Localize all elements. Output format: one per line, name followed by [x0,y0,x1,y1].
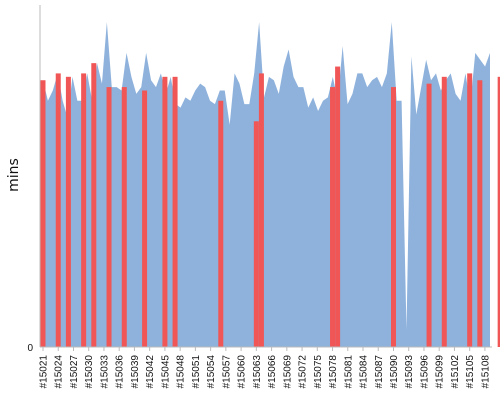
y-axis-title: mins [6,158,22,192]
x-tick-label: #15036 [115,355,126,389]
highlight-bar [330,87,336,347]
x-tick-label: #15072 [298,355,309,389]
x-tick-label: #15075 [313,355,324,389]
y-axis-ticks: 0 [27,343,33,354]
highlight-bar [142,90,148,347]
highlight-bar [253,121,259,347]
x-tick-label: #15096 [419,355,430,389]
highlight-bar [497,76,500,347]
x-tick-label: #15066 [267,355,278,389]
x-tick-label: #15087 [374,355,385,389]
x-tick-label: #15105 [465,355,476,389]
x-tick-label: #15081 [343,355,354,389]
y-tick-label: 0 [27,343,33,354]
highlight-bar [91,63,97,347]
highlight-bar [40,80,46,348]
highlight-bar [81,73,87,348]
x-tick-label: #15033 [99,355,110,389]
x-tick-label: #15060 [237,355,248,389]
highlight-bar [106,87,112,347]
x-tick-label: #15078 [328,355,339,389]
x-tick-label: #15102 [450,355,461,389]
highlight-bar [467,73,473,348]
highlight-bar [441,76,447,347]
x-tick-label: #15042 [145,355,156,389]
x-tick-label: #15084 [359,355,370,389]
x-tick-label: #15048 [176,355,187,389]
highlight-bar [55,73,61,348]
x-tick-label: #15090 [389,355,400,389]
x-tick-label: #15051 [191,355,202,389]
highlight-bar [218,100,224,347]
highlight-bar [426,83,432,347]
x-tick-label: #15027 [69,355,80,389]
x-tick-label: #15108 [480,355,491,389]
x-tick-label: #15057 [221,355,232,389]
highlight-bar [65,76,71,347]
highlight-bar [335,66,341,347]
x-tick-label: #15069 [282,355,293,389]
area-series [43,22,490,347]
highlight-bar [477,80,483,348]
x-tick-label: #15024 [54,355,65,389]
highlight-bar [390,87,396,347]
x-tick-label: #15063 [252,355,263,389]
x-tick-label: #15021 [39,355,50,389]
highlight-bar [162,76,168,347]
highlight-bars [40,63,500,348]
x-tick-label: #15093 [404,355,415,389]
x-tick-label: #15054 [206,355,217,389]
x-tick-label: #15099 [435,355,446,389]
highlight-bar [258,73,264,348]
x-tick-label: #15045 [160,355,171,389]
x-tick-label: #15039 [130,355,141,389]
plot-area [43,22,490,347]
x-axis-ticks: #15021 #15024 #15027 #15030 #15033 #15036 #150… [39,347,491,389]
highlight-bar [172,76,178,347]
x-tick-label: #15030 [84,355,95,389]
highlight-bar [121,87,127,347]
